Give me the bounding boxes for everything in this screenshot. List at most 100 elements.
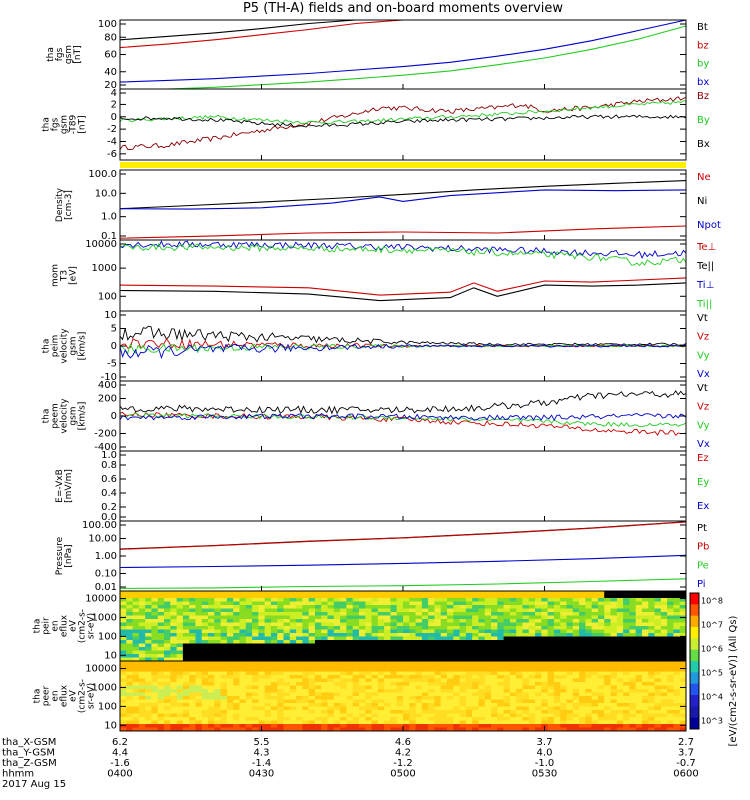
spectrogram-cell bbox=[641, 706, 649, 711]
spectrogram-cell bbox=[333, 629, 341, 634]
spectrogram-cell bbox=[182, 657, 190, 662]
spectrogram-cell bbox=[308, 643, 316, 648]
spectrogram-cell bbox=[157, 605, 165, 609]
spectrogram-cell bbox=[226, 671, 234, 676]
spectrogram-cell bbox=[252, 661, 259, 665]
spectrogram-cell bbox=[346, 671, 354, 676]
spectrogram-cell bbox=[226, 720, 234, 725]
spectrogram-cell bbox=[409, 717, 416, 721]
spectrogram-cell bbox=[352, 692, 360, 697]
spectrogram-cell bbox=[333, 713, 341, 718]
spectrogram-cell bbox=[641, 654, 649, 658]
spectrogram-cell bbox=[491, 622, 498, 627]
spectrogram-cell bbox=[572, 647, 580, 651]
spectrogram-cell bbox=[157, 640, 165, 644]
spectrogram-cell bbox=[453, 678, 460, 683]
spectrogram-cell bbox=[120, 647, 127, 651]
spectrogram-cell bbox=[226, 626, 234, 630]
spectrogram-cell bbox=[327, 675, 335, 679]
spectrogram-cell bbox=[120, 643, 127, 648]
spectrogram-cell bbox=[333, 675, 341, 679]
spectrogram-cell bbox=[572, 710, 580, 714]
spectrogram-cell bbox=[358, 640, 366, 644]
spectrogram-cell bbox=[182, 706, 190, 711]
spectrogram-cell bbox=[541, 601, 549, 606]
spectrogram-cell bbox=[220, 710, 228, 714]
spectrogram-cell bbox=[660, 615, 668, 620]
spectrogram-cell bbox=[641, 720, 649, 725]
spectrogram-cell bbox=[440, 661, 448, 665]
spectrogram-cell bbox=[591, 605, 599, 609]
spectrogram-cell bbox=[440, 685, 448, 690]
spectrogram-cell bbox=[667, 664, 674, 669]
spectrogram-cell bbox=[176, 647, 184, 651]
spectrogram-cell bbox=[654, 605, 662, 609]
spectrogram-cell bbox=[340, 605, 347, 609]
spectrogram-cell bbox=[182, 626, 190, 630]
spectrogram-cell bbox=[170, 629, 177, 634]
spectrogram-cell bbox=[591, 594, 599, 599]
spectrogram-cell bbox=[289, 601, 297, 606]
spectrogram-cell bbox=[447, 717, 454, 721]
spectrogram-cell bbox=[333, 622, 341, 627]
spectrogram-cell bbox=[365, 657, 372, 662]
spectrogram-cell bbox=[547, 591, 555, 595]
spectrogram-cell bbox=[195, 598, 203, 602]
spectrogram-cell bbox=[340, 619, 347, 623]
spectrogram-cell bbox=[447, 629, 454, 634]
spectrogram-cell bbox=[629, 640, 637, 644]
spectrogram-cell bbox=[585, 598, 593, 602]
spectrogram-cell bbox=[623, 717, 630, 721]
spectrogram-cell bbox=[591, 591, 599, 595]
spectrogram-cell bbox=[484, 591, 492, 595]
spectrogram-cell bbox=[157, 626, 165, 630]
spectrogram-cell bbox=[679, 598, 687, 602]
spectrogram-cell bbox=[547, 626, 555, 630]
spectrogram-cell bbox=[415, 598, 423, 602]
spectrogram-cell bbox=[314, 699, 322, 704]
spectrogram-cell bbox=[365, 601, 372, 606]
spectrogram-cell bbox=[289, 591, 297, 595]
spectrogram-cell bbox=[371, 699, 379, 704]
spectrogram-cell bbox=[176, 727, 184, 732]
spectrogram-cell bbox=[371, 717, 379, 721]
spectrogram-cell bbox=[597, 668, 605, 672]
spectrogram-cell bbox=[623, 661, 630, 665]
spectrogram-cell bbox=[333, 661, 341, 665]
spectrogram-cell bbox=[465, 619, 473, 623]
spectrogram-cell bbox=[610, 671, 618, 676]
spectrogram-cell bbox=[447, 619, 454, 623]
spectrogram-cell bbox=[679, 692, 687, 697]
spectrogram-cell bbox=[164, 640, 171, 644]
spectrogram-cell bbox=[176, 692, 184, 697]
spectrogram-cell bbox=[126, 615, 133, 620]
spectrogram-cell bbox=[484, 601, 492, 606]
spectrogram-cell bbox=[629, 657, 637, 662]
spectrogram-cell bbox=[541, 717, 549, 721]
spectrogram-cell bbox=[566, 706, 574, 711]
spectrogram-cell bbox=[138, 661, 146, 665]
spectrogram-cell bbox=[535, 692, 542, 697]
spectrogram-cell bbox=[214, 710, 222, 714]
spectrogram-cell bbox=[252, 703, 259, 707]
spectrogram-cell bbox=[245, 668, 253, 672]
spectrogram-cell bbox=[516, 727, 523, 732]
spectrogram-cell bbox=[258, 619, 266, 623]
spectrogram-cell bbox=[396, 657, 404, 662]
spectrogram-cell bbox=[120, 598, 127, 602]
spectrogram-cell bbox=[314, 682, 322, 686]
spectrogram-cell bbox=[641, 727, 649, 732]
spectrogram-cell bbox=[503, 692, 511, 697]
spectrogram-cell bbox=[667, 598, 674, 602]
spectrogram-cell bbox=[327, 640, 335, 644]
spectrogram-cell bbox=[182, 636, 190, 641]
spectrogram-cell bbox=[610, 689, 618, 693]
spectrogram-cell bbox=[447, 640, 454, 644]
spectrogram-cell bbox=[503, 717, 511, 721]
spectrogram-cell bbox=[428, 615, 435, 620]
spectrogram-cell bbox=[560, 671, 567, 676]
spectrogram-cell bbox=[415, 703, 423, 707]
spectrogram-cell bbox=[352, 717, 360, 721]
spectrogram-cell bbox=[245, 692, 253, 697]
spectrogram-cell bbox=[384, 636, 391, 641]
